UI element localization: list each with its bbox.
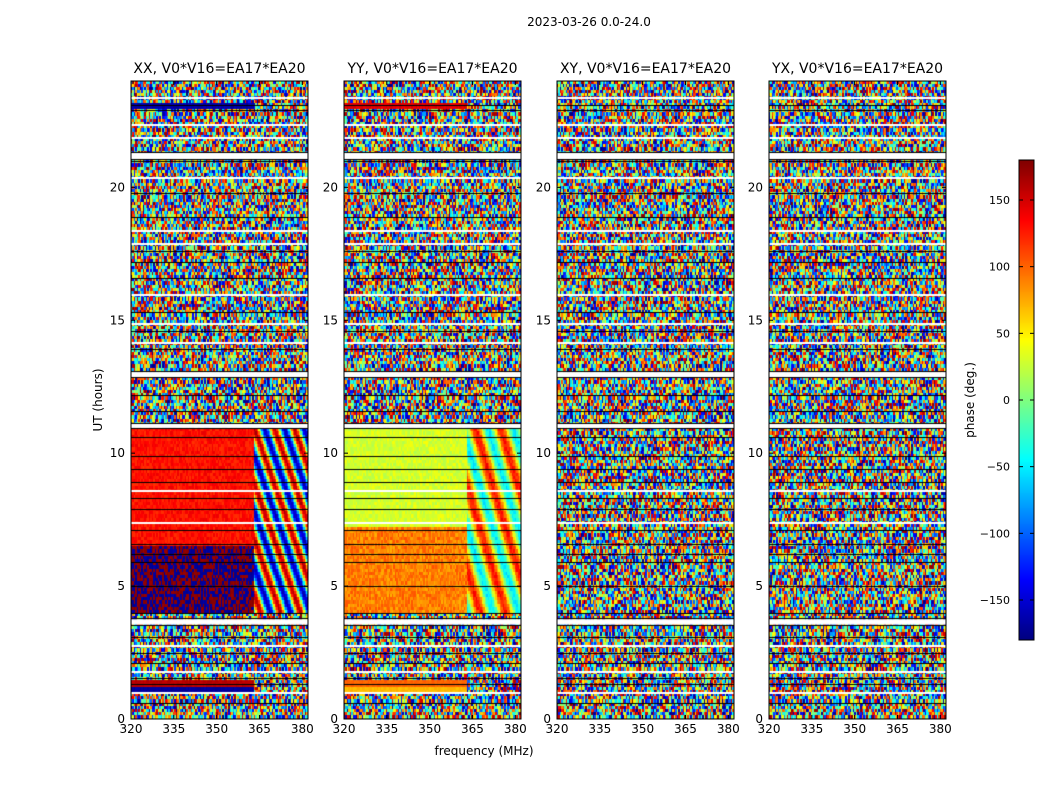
panel-title: XY, V0*V16=EA17*EA20 (560, 61, 731, 77)
colorbar-tick-label: 100 (989, 261, 1010, 274)
plot-frame (768, 80, 947, 720)
heatmap-panels: XX, V0*V16=EA17*EA20 320 335 350 365 380 0 5 10 1… (110, 61, 952, 736)
x-tick-label: 380 (291, 722, 314, 736)
panel-xx: XX, V0*V16=EA17*EA20 320 335 350 365 380 0 5 10 1… (110, 61, 314, 736)
y-tick-label: 15 (110, 313, 125, 327)
y-tick-label: 10 (323, 446, 338, 460)
x-tick-label: 350 (631, 722, 654, 736)
colorbar-label: phase (deg.) (963, 362, 977, 438)
x-tick-label: 380 (717, 722, 740, 736)
colorbar: 150 100 50 0 −50 −100 −150 (980, 159, 1035, 641)
x-tick-label: 335 (375, 722, 398, 736)
x-tick-label: 365 (461, 722, 484, 736)
x-tick-label: 380 (929, 722, 952, 736)
y-tick-label: 0 (330, 712, 338, 726)
x-tick-label: 350 (418, 722, 441, 736)
x-tick-label: 350 (843, 722, 866, 736)
colorbar-tick-label: 0 (1003, 394, 1010, 407)
x-tick-label: 365 (248, 722, 271, 736)
panel-title: YX, V0*V16=EA17*EA20 (771, 61, 943, 77)
x-tick-label: 320 (120, 722, 143, 736)
colorbar-tick-label: −50 (987, 461, 1010, 474)
y-tick-label: 5 (117, 579, 125, 593)
x-tick-label: 365 (886, 722, 909, 736)
colorbar-gradient (1019, 160, 1034, 640)
y-tick-label: 10 (536, 446, 551, 460)
y-tick-label: 15 (323, 313, 338, 327)
y-tick-label: 15 (748, 313, 763, 327)
colorbar-tick-label: −100 (980, 527, 1010, 540)
plot-frame (556, 80, 735, 720)
x-tick-label: 380 (504, 722, 527, 736)
y-tick-label: 0 (755, 712, 763, 726)
y-tick-label: 5 (330, 579, 338, 593)
figure-title: 2023-03-26 0.0-24.0 (527, 15, 651, 29)
y-tick-label: 20 (536, 180, 551, 194)
x-tick-label: 335 (588, 722, 611, 736)
panel-yx: YX, V0*V16=EA17*EA20 320 335 350 365 380 0 5 10 1… (748, 61, 952, 736)
x-tick-label: 365 (674, 722, 697, 736)
y-tick-label: 20 (323, 180, 338, 194)
colorbar-tick-label: 50 (996, 327, 1010, 340)
x-tick-label: 350 (205, 722, 228, 736)
heatmap-image (769, 81, 946, 719)
y-tick-label: 20 (748, 180, 763, 194)
y-tick-label: 5 (755, 579, 763, 593)
x-tick-label: 335 (162, 722, 185, 736)
x-tick-label: 320 (758, 722, 781, 736)
plot-frame (343, 80, 522, 720)
x-axis-label: frequency (MHz) (434, 744, 533, 758)
plot-frame (130, 80, 309, 720)
panel-xy: XY, V0*V16=EA17*EA20 320 335 350 365 380 0 5 10 1… (536, 61, 740, 736)
heatmap-image (344, 81, 521, 719)
y-tick-label: 15 (536, 313, 551, 327)
x-tick-label: 320 (546, 722, 569, 736)
colorbar-tick-label: −150 (980, 594, 1010, 607)
panel-yy: YY, V0*V16=EA17*EA20 320 335 350 365 380 0 5 10 1… (323, 61, 527, 736)
y-axis-label: UT (hours) (91, 368, 105, 431)
x-tick-label: 320 (333, 722, 356, 736)
y-tick-label: 0 (117, 712, 125, 726)
y-tick-label: 20 (110, 180, 125, 194)
heatmap-image (557, 81, 734, 719)
y-tick-label: 10 (110, 446, 125, 460)
panel-title: XX, V0*V16=EA17*EA20 (133, 61, 305, 77)
x-tick-label: 335 (800, 722, 823, 736)
panel-title: YY, V0*V16=EA17*EA20 (346, 61, 517, 77)
y-tick-label: 10 (748, 446, 763, 460)
heatmap-image (131, 81, 308, 719)
y-tick-label: 5 (543, 579, 551, 593)
colorbar-tick-label: 150 (989, 194, 1010, 207)
y-tick-label: 0 (543, 712, 551, 726)
